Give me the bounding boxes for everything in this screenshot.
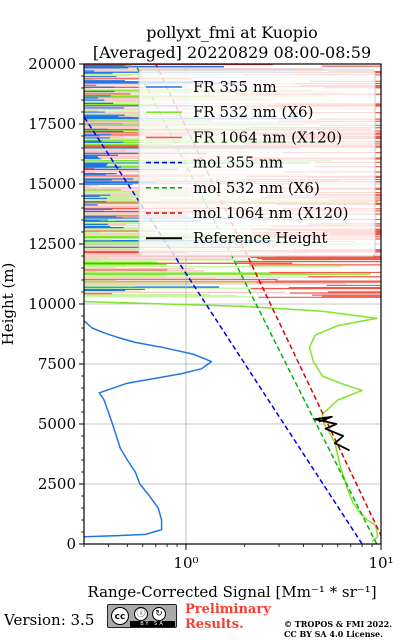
- legend-label-3: mol 355 nm: [193, 154, 283, 172]
- cc-license-badge[interactable]: cc ⓘ ↻ BY SA: [107, 604, 177, 628]
- y-tick-label: 12500: [28, 235, 76, 253]
- cc-icon: cc: [111, 607, 129, 625]
- legend-label-1: FR 532 nm (X6): [193, 103, 313, 121]
- legend-label-2: FR 1064 nm (X120): [193, 128, 342, 146]
- x-axis-ticks: 10⁰ 10¹: [83, 544, 394, 572]
- y-tick-label: 2500: [38, 475, 76, 493]
- y-tick-label: 17500: [28, 115, 76, 133]
- series-line-3: [84, 116, 363, 544]
- y-tick-label: 15000: [28, 175, 76, 193]
- sa-icon: ↻: [152, 607, 166, 621]
- series-line-4: [134, 64, 378, 544]
- y-tick-label: 0: [66, 535, 76, 553]
- legend-label-6: Reference Height: [193, 229, 327, 247]
- preliminary-notice: Preliminary Results.: [185, 602, 271, 632]
- legend-label-5: mol 1064 nm (X120): [193, 204, 348, 222]
- y-axis-ticks: 0 2500 5000 7500 10000 12500 15000 17500 20000: [28, 55, 84, 553]
- y-tick-label: 7500: [38, 355, 76, 373]
- chart-title-line1: pollyxt_fmi at Kuopio: [146, 23, 317, 42]
- legend-label-0: FR 355 nm: [193, 78, 277, 96]
- copyright-line2: CC BY SA 4.0 License.: [284, 629, 383, 639]
- version-label: Version: 3.5: [4, 611, 95, 629]
- y-tick-label: 10000: [28, 295, 76, 313]
- x-tick-label: 10¹: [368, 554, 393, 572]
- x-tick-label: 10⁰: [173, 554, 198, 572]
- badge-strip: BY SA: [130, 621, 175, 627]
- legend-box: [138, 69, 376, 257]
- series-line-0: [84, 320, 213, 538]
- series-line-6: [314, 415, 350, 452]
- chart-title-line2: [Averaged] 20220829 08:00-08:59: [93, 43, 371, 62]
- legend-label-4: mol 532 nm (X6): [193, 179, 320, 197]
- y-tick-label: 5000: [38, 415, 76, 433]
- by-icon: ⓘ: [134, 607, 148, 621]
- copyright-line1: © TROPOS & FMI 2022.: [284, 619, 393, 629]
- x-axis-label: Range-Corrected Signal [Mm⁻¹ * sr⁻¹]: [87, 583, 376, 601]
- y-axis-label: Height (m): [0, 263, 17, 346]
- copyright-notice: © TROPOS & FMI 2022. CC BY SA 4.0 Licens…: [284, 619, 392, 639]
- preliminary-line2: Results.: [185, 617, 244, 632]
- legend: FR 355 nm FR 532 nm (X6) FR 1064 nm (X120)…: [138, 69, 376, 257]
- y-tick-label: 20000: [28, 55, 76, 73]
- series-line-1: [84, 300, 379, 543]
- preliminary-line1: Preliminary: [185, 602, 271, 617]
